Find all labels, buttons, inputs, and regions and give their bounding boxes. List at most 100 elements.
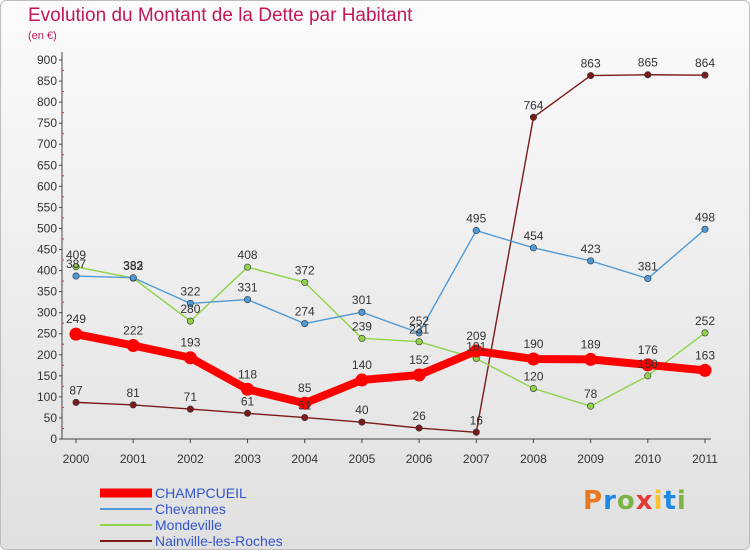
y-tick-label: 650 <box>37 158 57 172</box>
data-point-champcueil <box>126 339 140 353</box>
y-tick-label: 750 <box>37 116 57 130</box>
data-point-chevannes <box>644 275 652 283</box>
data-point-mondeville <box>587 402 595 410</box>
data-point-chevannes <box>186 299 194 307</box>
data-point-chevannes <box>587 257 595 265</box>
data-point-nainville-les-roches <box>472 428 480 436</box>
y-tick-label: 400 <box>37 264 57 278</box>
data-point-chevannes <box>529 244 537 252</box>
data-label-mondeville: 409 <box>66 248 86 262</box>
data-label-champcueil: 189 <box>581 337 601 351</box>
logo-letter: i <box>653 486 664 516</box>
data-label-chevannes: 495 <box>466 212 486 226</box>
y-tick-label: 700 <box>37 137 57 151</box>
data-label-champcueil: 190 <box>523 337 543 351</box>
data-label-nainville-les-roches: 61 <box>241 394 255 408</box>
data-point-champcueil <box>183 351 197 365</box>
series-line-nainville-les-roches <box>75 74 706 433</box>
data-point-mondeville <box>301 278 309 286</box>
data-point-nainville-les-roches <box>301 414 309 422</box>
data-label-champcueil: 193 <box>180 336 200 350</box>
data-label-nainville-les-roches: 40 <box>355 403 369 417</box>
data-point-mondeville <box>415 338 423 346</box>
data-label-chevannes: 331 <box>238 281 258 295</box>
data-label-mondeville: 382 <box>123 259 143 273</box>
data-point-champcueil <box>69 327 83 341</box>
logo-letter: x <box>635 486 654 516</box>
legend-label-chevannes: Chevannes <box>155 501 226 517</box>
logo-letter: r <box>603 486 617 516</box>
chart-subtitle: (en €) <box>28 30 57 42</box>
data-point-mondeville <box>244 263 252 271</box>
data-point-mondeville <box>358 334 366 342</box>
y-tick-label: 600 <box>37 179 57 193</box>
data-point-chevannes <box>358 308 366 316</box>
data-point-champcueil <box>698 363 712 377</box>
series-line-mondeville <box>75 266 706 407</box>
data-point-nainville-les-roches <box>244 409 252 417</box>
logo-letter: t <box>663 486 677 516</box>
legend-label-mondeville: Mondeville <box>155 517 222 533</box>
data-label-nainville-les-roches: 87 <box>69 383 83 397</box>
data-label-champcueil: 140 <box>352 358 372 372</box>
data-label-champcueil: 152 <box>409 353 429 367</box>
y-tick-label: 800 <box>37 95 57 109</box>
data-label-chevannes: 301 <box>352 293 372 307</box>
data-point-chevannes <box>72 272 80 280</box>
data-point-champcueil <box>412 368 426 382</box>
data-point-nainville-les-roches <box>587 72 595 80</box>
data-label-mondeville: 408 <box>238 248 258 262</box>
data-point-champcueil <box>641 358 655 372</box>
x-tick-label: 2008 <box>520 452 547 466</box>
data-point-champcueil <box>355 373 369 387</box>
y-tick-label: 500 <box>37 221 57 235</box>
data-label-chevannes: 423 <box>581 242 601 256</box>
legend-label-champcueil: CHAMPCUEIL <box>155 485 247 501</box>
data-label-nainville-les-roches: 864 <box>695 56 715 70</box>
data-point-chevannes <box>129 274 137 282</box>
series-line-chevannes <box>75 228 706 334</box>
x-tick-label: 2010 <box>634 452 661 466</box>
x-tick-label: 2005 <box>349 452 376 466</box>
proxiti-logo: Proxiti <box>583 486 687 516</box>
data-point-mondeville <box>72 263 80 271</box>
y-tick-label: 350 <box>37 285 57 299</box>
data-label-chevannes: 381 <box>638 260 658 274</box>
y-tick-label: 550 <box>37 200 57 214</box>
x-tick-label: 2006 <box>406 452 433 466</box>
x-tick-label: 2009 <box>577 452 604 466</box>
data-label-nainville-les-roches: 26 <box>412 409 426 423</box>
y-tick-label: 150 <box>37 369 57 383</box>
data-label-chevannes: 387 <box>66 257 86 271</box>
x-tick-label: 2001 <box>120 452 147 466</box>
legend-swatch-nainville <box>100 540 152 542</box>
x-tick-label: 2002 <box>177 452 204 466</box>
x-tick-label: 2004 <box>291 452 318 466</box>
data-point-champcueil <box>584 352 598 366</box>
chart-title: Evolution du Montant de la Dette par Hab… <box>28 5 413 26</box>
data-label-mondeville: 78 <box>584 387 598 401</box>
data-label-mondeville: 280 <box>180 302 200 316</box>
y-tick-label: 450 <box>37 243 57 257</box>
data-point-nainville-les-roches <box>644 71 652 79</box>
data-label-mondeville: 231 <box>409 323 429 337</box>
data-label-mondeville: 252 <box>695 314 715 328</box>
y-tick-label: 900 <box>37 53 57 67</box>
legend-label-nainville: Nainville-les-Roches <box>155 533 283 549</box>
data-label-mondeville: 120 <box>523 369 543 383</box>
logo-letter: i <box>676 486 687 516</box>
data-point-chevannes <box>415 329 423 337</box>
data-label-nainville-les-roches: 865 <box>638 56 658 70</box>
y-tick-label: 100 <box>37 390 57 404</box>
y-tick-label: 850 <box>37 74 57 88</box>
data-label-nainville-les-roches: 764 <box>523 98 543 112</box>
data-label-nainville-les-roches: 16 <box>470 413 484 427</box>
y-tick-label: 250 <box>37 327 57 341</box>
legend-swatch-chevannes <box>100 508 152 510</box>
data-point-nainville-les-roches <box>701 71 709 79</box>
x-tick-label: 2000 <box>63 452 90 466</box>
data-label-champcueil: 163 <box>695 348 715 362</box>
data-label-champcueil: 118 <box>238 367 257 381</box>
data-point-nainville-les-roches <box>529 113 537 121</box>
